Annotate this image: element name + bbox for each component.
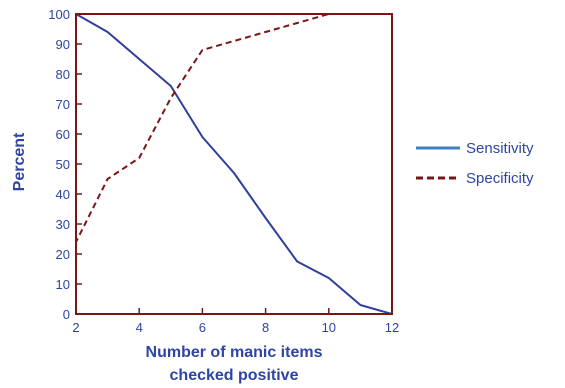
- y-tick-label: 100: [48, 7, 70, 22]
- y-tick-label: 0: [63, 307, 70, 322]
- series-line-specificity: [75, 13, 392, 314]
- x-axis-title-line-2: checked positive: [170, 367, 299, 384]
- x-tick-label: 10: [322, 320, 336, 335]
- legend: Sensitivity Specificity: [416, 140, 534, 187]
- y-tick-label: 70: [56, 97, 70, 112]
- legend-label-sensitivity: Sensitivity: [466, 140, 534, 157]
- x-tick-label: 4: [136, 320, 143, 335]
- y-tick-label: 30: [56, 217, 70, 232]
- y-tick-label: 50: [56, 157, 70, 172]
- series-line-sensitivity: [75, 13, 393, 315]
- x-tick-label: 8: [262, 320, 269, 335]
- y-tick-label: 60: [56, 127, 70, 142]
- series-layer: [75, 13, 393, 315]
- y-tick-label: 20: [56, 247, 70, 262]
- x-tick-label: 12: [385, 320, 399, 335]
- x-axis-title-line-1: Number of manic items: [146, 344, 323, 361]
- y-tick-label: 40: [56, 187, 70, 202]
- y-axis-title: Percent: [11, 132, 28, 191]
- legend-label-specificity: Specificity: [466, 170, 534, 187]
- y-tick-label: 90: [56, 37, 70, 52]
- y-tick-label: 10: [56, 277, 70, 292]
- x-tick-label: 2: [72, 320, 79, 335]
- x-axis-ticks: 2 4 6 8 10 12: [72, 308, 399, 335]
- plot-frame: [75, 13, 393, 315]
- x-tick-label: 6: [199, 320, 206, 335]
- y-tick-label: 80: [56, 67, 70, 82]
